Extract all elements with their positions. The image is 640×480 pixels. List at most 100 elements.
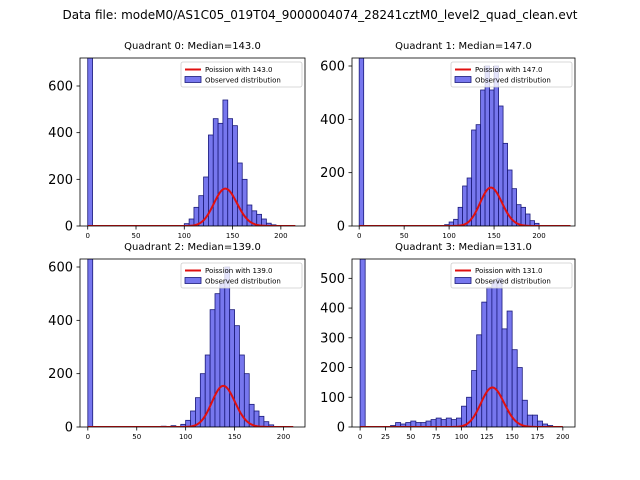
y-tick-label: 600 (320, 60, 345, 75)
histogram-bar (261, 218, 267, 226)
legend-label-observed: Observed distribution (205, 77, 281, 85)
subplot-quadrant-1: 0 50 100 150 200 0 200 400 600 Quadrant 1: Median… (320, 41, 576, 240)
x-tick-label: 200 (532, 232, 545, 240)
y-tick-label: 400 (48, 126, 73, 141)
y-tick-label: 300 (320, 331, 345, 346)
histogram-bar (224, 266, 231, 427)
histogram-bar (457, 206, 464, 226)
legend-label-poisson: Poission with 143.0 (205, 66, 273, 74)
legend-bar-swatch (454, 277, 472, 284)
legend-label-poisson: Poission with 139.0 (205, 267, 273, 275)
histogram-bar (489, 89, 495, 226)
histogram-bar (430, 419, 437, 427)
subplot-title: Quadrant 1: Median=147.0 (395, 41, 532, 52)
axes-frame (79, 258, 306, 428)
y-tick-label: 400 (320, 302, 345, 317)
x-tick-label: 200 (277, 433, 290, 441)
histogram-bar (480, 89, 486, 226)
histogram-bar (525, 213, 531, 226)
legend-bar-swatch (184, 277, 202, 284)
y-tick-label: 200 (48, 367, 73, 382)
y-tick-label: 0 (337, 220, 345, 235)
x-tick-label: 150 (505, 433, 518, 441)
subplot-quadrant-2: 0 50 100 150 200 0 200 400 600 Quadrant 2: Median… (48, 242, 306, 441)
histogram-bar (227, 118, 233, 226)
y-tick-label: 100 (320, 391, 345, 406)
histogram-bar (511, 349, 518, 427)
histogram-bar (435, 417, 442, 427)
histogram-bar (520, 206, 526, 226)
y-tick-label: 600 (48, 80, 73, 95)
legend: Poission with 147.0 Observed distribution (450, 61, 573, 88)
histogram-bar (214, 293, 221, 427)
x-tick-label: 50 (132, 433, 141, 441)
legend-label-poisson: Poission with 147.0 (475, 66, 543, 74)
x-tick-label: 50 (400, 232, 409, 240)
x-tick-label: 175 (531, 433, 544, 441)
legend-box (180, 262, 303, 289)
histogram-bar (526, 414, 533, 427)
x-tick-label: 25 (381, 433, 390, 441)
histogram-bar (87, 58, 93, 226)
histogram-bar (462, 185, 468, 226)
histogram-bar (491, 280, 498, 427)
x-tick-label: 100 (178, 232, 191, 240)
plot-area (358, 58, 571, 226)
subplot-quadrant-0: 0 50 100 150 200 0 200 400 600 Quadrant 0: Median… (48, 41, 306, 240)
x-tick-label: 100 (179, 433, 192, 441)
histogram-bar (258, 415, 265, 427)
histogram-bar (212, 118, 219, 226)
histogram-bar (440, 419, 447, 427)
histogram-bar (521, 399, 528, 427)
y-tick-label: 400 (320, 113, 345, 128)
histogram-bar (87, 259, 94, 427)
legend-label-observed: Observed distribution (475, 77, 551, 85)
histogram-bar (222, 99, 229, 226)
legend-label-poisson: Poission with 131.0 (475, 267, 543, 275)
y-tick-label: 400 (48, 314, 73, 329)
histogram-bar (359, 259, 366, 427)
legend-bar-swatch (454, 76, 472, 83)
x-tick-label: 75 (432, 433, 441, 441)
figure-title: Data file: modeM0/AS1C05_019T04_90000040… (62, 8, 578, 22)
histogram-bar (358, 58, 365, 226)
subplot-title: Quadrant 3: Median=131.0 (395, 242, 532, 253)
x-tick-label: 125 (480, 433, 493, 441)
x-tick-label: 0 (358, 433, 362, 441)
subplot-title: Quadrant 0: Median=143.0 (124, 41, 261, 52)
x-tick-label: 150 (226, 232, 239, 240)
x-tick-label: 0 (86, 433, 90, 441)
x-tick-label: 200 (274, 232, 287, 240)
histogram-bar (209, 309, 216, 427)
legend-box (450, 61, 573, 88)
y-tick-label: 500 (320, 272, 345, 287)
histogram-bar (253, 410, 260, 427)
poisson-fit-line (87, 384, 294, 427)
y-tick-label: 0 (65, 220, 73, 235)
axes-frame (351, 57, 576, 227)
x-tick-label: 50 (406, 433, 415, 441)
histogram-bar (268, 424, 275, 427)
histogram-bar (476, 334, 483, 427)
legend-bar-swatch (184, 76, 202, 83)
histogram-bar (516, 367, 523, 427)
x-tick-label: 50 (132, 232, 141, 240)
x-tick-label: 0 (357, 232, 361, 240)
x-tick-label: 200 (556, 433, 569, 441)
histogram-bar (237, 162, 243, 226)
plot-area (87, 259, 294, 427)
x-tick-label: 0 (85, 232, 89, 240)
legend-box (450, 262, 573, 289)
histogram-bar (493, 65, 499, 226)
y-tick-label: 200 (320, 361, 345, 376)
x-tick-label: 150 (228, 433, 241, 441)
y-tick-label: 200 (320, 166, 345, 181)
axes-frame (351, 258, 576, 428)
legend: Poission with 143.0 Observed distribution (180, 61, 303, 88)
y-tick-label: 0 (337, 421, 345, 436)
poisson-fit-line (360, 386, 563, 427)
x-tick-label: 150 (487, 232, 500, 240)
histogram-bar (229, 309, 235, 427)
legend: Poission with 139.0 Observed distribution (180, 262, 303, 289)
